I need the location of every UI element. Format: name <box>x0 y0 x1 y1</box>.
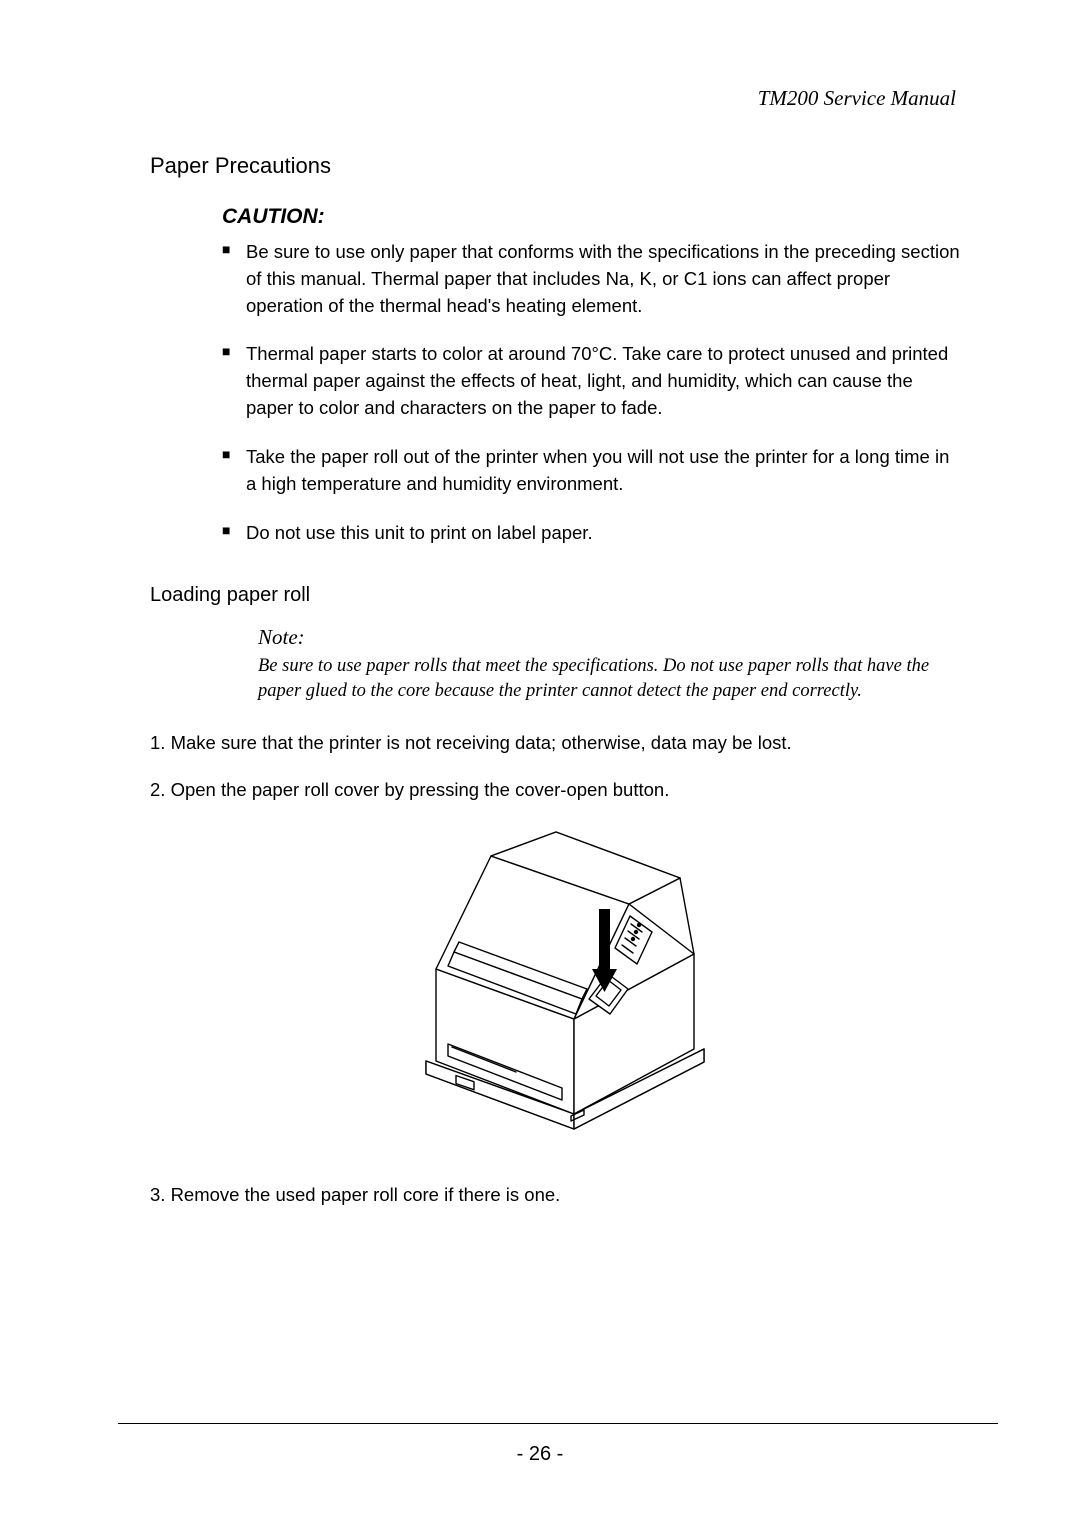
caution-label: CAUTION: <box>222 205 962 229</box>
step-item: 1. Make sure that the printer is not rec… <box>150 730 962 757</box>
section-loading-paper-heading: Loading paper roll <box>150 584 962 607</box>
page-number: - 26 - <box>0 1443 1080 1466</box>
note-label: Note: <box>258 625 962 650</box>
printer-svg <box>376 824 736 1134</box>
caution-bullet: Do not use this unit to print on label p… <box>222 520 962 547</box>
caution-bullet: Take the paper roll out of the printer w… <box>222 444 962 498</box>
caution-bullet-list: Be sure to use only paper that conforms … <box>222 239 962 546</box>
steps-list: 1. Make sure that the printer is not rec… <box>150 730 962 804</box>
step-item: 2. Open the paper roll cover by pressing… <box>150 777 962 804</box>
printer-illustration <box>150 824 962 1134</box>
steps-list-continued: 3. Remove the used paper roll core if th… <box>150 1182 962 1209</box>
manual-title: TM200 Service Manual <box>150 86 962 111</box>
caution-bullet: Be sure to use only paper that conforms … <box>222 239 962 319</box>
caution-bullet: Thermal paper starts to color at around … <box>222 341 962 421</box>
section-paper-precautions-heading: Paper Precautions <box>150 153 962 179</box>
note-text: Be sure to use paper rolls that meet the… <box>258 654 962 704</box>
footer-divider <box>118 1423 998 1424</box>
step-item: 3. Remove the used paper roll core if th… <box>150 1182 962 1209</box>
